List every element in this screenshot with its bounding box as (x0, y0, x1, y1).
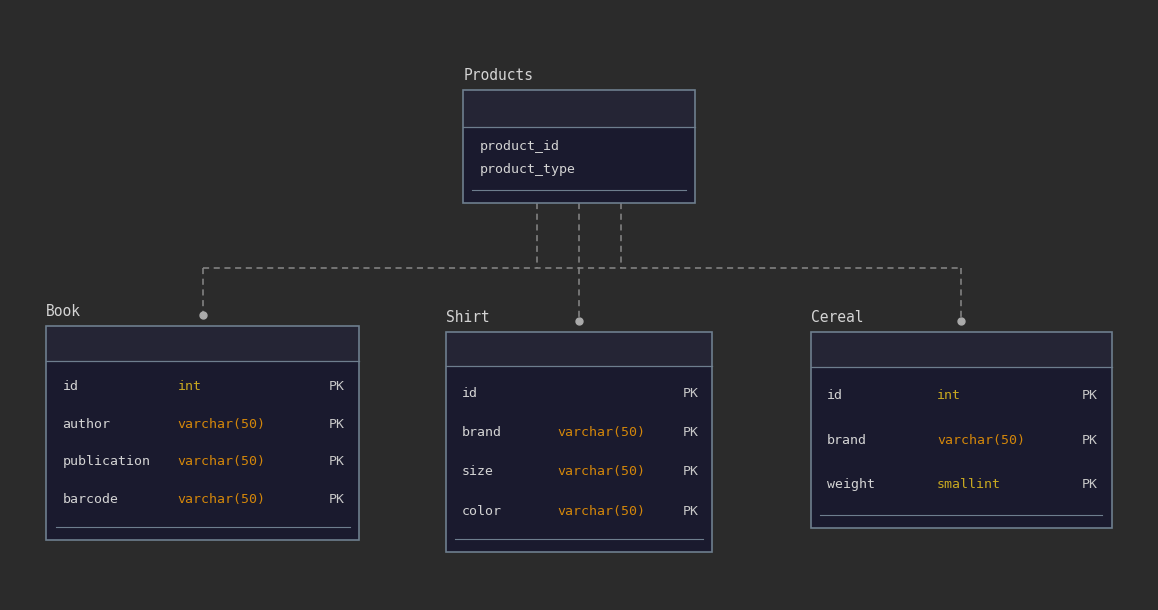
Text: brand: brand (827, 434, 867, 447)
Text: PK: PK (682, 504, 698, 518)
Text: varchar(50): varchar(50) (177, 493, 265, 506)
Text: author: author (63, 418, 110, 431)
Text: varchar(50): varchar(50) (177, 418, 265, 431)
Text: Cereal: Cereal (811, 310, 863, 325)
Text: product_id: product_id (479, 140, 559, 152)
FancyBboxPatch shape (463, 90, 695, 127)
Text: PK: PK (1082, 390, 1098, 403)
Text: PK: PK (682, 465, 698, 478)
Text: product_type: product_type (479, 163, 576, 176)
Text: id: id (827, 390, 843, 403)
FancyBboxPatch shape (46, 361, 359, 540)
Text: PK: PK (682, 387, 698, 400)
Text: varchar(50): varchar(50) (177, 456, 265, 468)
Text: size: size (462, 465, 494, 478)
Text: PK: PK (1082, 434, 1098, 447)
Text: id: id (462, 387, 478, 400)
Text: id: id (63, 380, 79, 393)
FancyBboxPatch shape (446, 367, 712, 552)
Text: publication: publication (63, 456, 151, 468)
Text: PK: PK (1082, 478, 1098, 490)
Text: PK: PK (329, 456, 345, 468)
Text: int: int (937, 390, 961, 403)
FancyBboxPatch shape (811, 367, 1112, 528)
Text: Shirt: Shirt (446, 310, 490, 325)
Text: color: color (462, 504, 503, 518)
FancyBboxPatch shape (46, 326, 359, 361)
Text: brand: brand (462, 426, 503, 439)
Text: int: int (177, 380, 201, 393)
Text: Products: Products (463, 68, 533, 82)
Text: weight: weight (827, 478, 874, 490)
Text: PK: PK (682, 426, 698, 439)
Text: PK: PK (329, 418, 345, 431)
Text: PK: PK (329, 493, 345, 506)
Text: varchar(50): varchar(50) (937, 434, 1025, 447)
Text: Book: Book (46, 304, 81, 319)
Text: PK: PK (329, 380, 345, 393)
Text: barcode: barcode (63, 493, 118, 506)
FancyBboxPatch shape (811, 332, 1112, 367)
Text: varchar(50): varchar(50) (558, 504, 646, 518)
FancyBboxPatch shape (463, 127, 695, 203)
Text: varchar(50): varchar(50) (558, 465, 646, 478)
Text: varchar(50): varchar(50) (558, 426, 646, 439)
FancyBboxPatch shape (446, 332, 712, 367)
Text: smallint: smallint (937, 478, 1001, 490)
